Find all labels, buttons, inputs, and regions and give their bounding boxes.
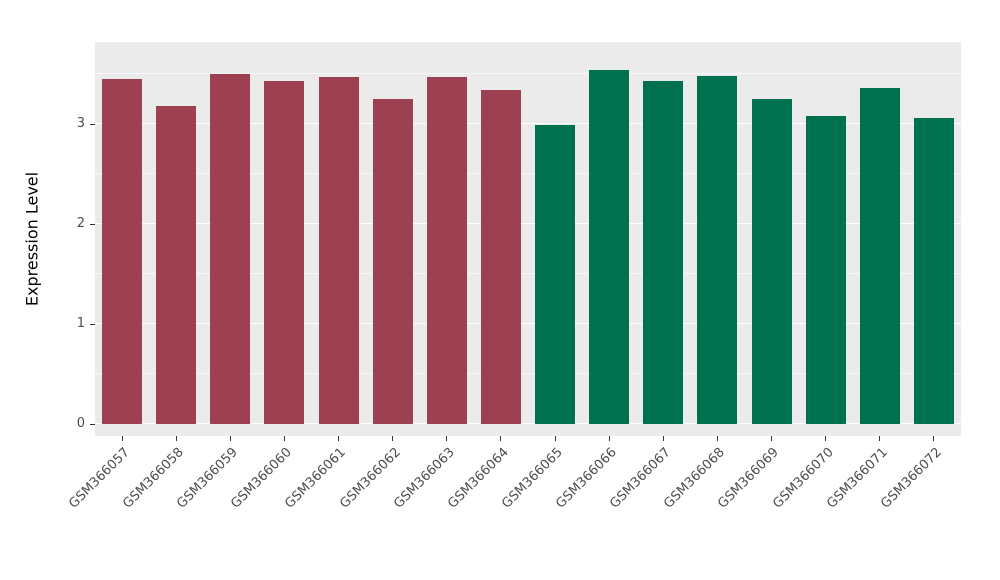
y-tick-label: 2 (76, 216, 85, 231)
x-tick-mark (716, 436, 718, 441)
x-tick-mark (554, 436, 556, 441)
y-tick-mark (90, 223, 95, 225)
gridline-minor (95, 273, 961, 274)
y-tick-label: 1 (76, 316, 85, 331)
y-tick-mark (90, 123, 95, 125)
x-tick-mark (608, 436, 610, 441)
bar-GSM366066 (589, 70, 630, 424)
gridline-major (95, 123, 961, 124)
gridline-major (95, 223, 961, 224)
bar-GSM366060 (264, 81, 305, 424)
bar-GSM366069 (751, 99, 792, 424)
x-tick-mark (175, 436, 177, 441)
gridline-minor (95, 373, 961, 374)
y-tick-mark (90, 423, 95, 425)
x-tick-mark (771, 436, 773, 441)
bar-GSM366071 (859, 88, 900, 424)
x-tick-mark (500, 436, 502, 441)
y-tick-label: 0 (76, 416, 85, 431)
x-tick-mark (933, 436, 935, 441)
bar-GSM366067 (643, 81, 684, 424)
x-axis: GSM366057 GSM366058 GSM366059 GSM366060 GSM3… (66, 436, 961, 566)
bar-GSM366061 (318, 77, 359, 424)
gridline-minor (95, 73, 961, 74)
gridline-major (95, 323, 961, 324)
x-tick-mark (825, 436, 827, 441)
bar-GSM366062 (372, 99, 413, 424)
bar-GSM366072 (913, 118, 954, 424)
x-tick-mark (338, 436, 340, 441)
x-tick-mark (662, 436, 664, 441)
gridline-major (95, 423, 961, 424)
x-tick-mark (229, 436, 231, 441)
y-axis: 0 1 2 3 (0, 42, 95, 436)
bar-GSM366063 (426, 77, 467, 424)
x-tick-mark (121, 436, 123, 441)
bar-GSM366057 (102, 79, 143, 424)
bar-GSM366065 (535, 125, 576, 424)
x-tick-mark (392, 436, 394, 441)
gridline-minor (95, 173, 961, 174)
plot-panel (95, 42, 961, 436)
x-tick-mark (446, 436, 448, 441)
x-tick-mark (879, 436, 881, 441)
y-tick-label: 3 (76, 116, 85, 131)
bar-GSM366068 (697, 76, 738, 424)
bar-GSM366070 (805, 116, 846, 424)
bar-GSM366058 (156, 106, 197, 424)
y-tick-mark (90, 323, 95, 325)
bar-GSM366059 (210, 74, 251, 424)
bar-GSM366064 (480, 90, 521, 424)
x-tick-mark (283, 436, 285, 441)
